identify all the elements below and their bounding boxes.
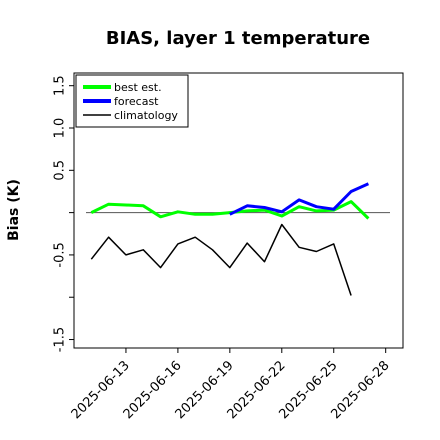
series-line-best-est bbox=[90, 200, 370, 220]
series-layer bbox=[90, 182, 370, 296]
legend-label-forecast: forecast bbox=[114, 95, 159, 108]
plot-frame bbox=[73, 72, 404, 349]
y-axis-label: Bias (K) bbox=[6, 179, 22, 241]
y-tick-label: 1.5 bbox=[53, 75, 68, 96]
y-tick-label: 0.5 bbox=[53, 160, 68, 181]
x-axis: 2025-06-132025-06-162025-06-192025-06-22… bbox=[69, 348, 393, 422]
legend: best est. forecast climatology bbox=[75, 74, 189, 128]
y-tick-label: -1.5 bbox=[53, 327, 68, 352]
series-line-climatology bbox=[90, 223, 352, 296]
y-axis: -1.5 -0.5 0.5 1.0 1.5 bbox=[53, 75, 74, 352]
series-line-forecast bbox=[229, 182, 370, 216]
legend-label-best-est: best est. bbox=[114, 81, 162, 94]
y-tick-label: 1.0 bbox=[53, 118, 68, 139]
y-tick-label: -0.5 bbox=[53, 242, 68, 267]
chart-title: BIAS, layer 1 temperature bbox=[106, 28, 370, 49]
legend-label-climatology: climatology bbox=[114, 109, 178, 122]
